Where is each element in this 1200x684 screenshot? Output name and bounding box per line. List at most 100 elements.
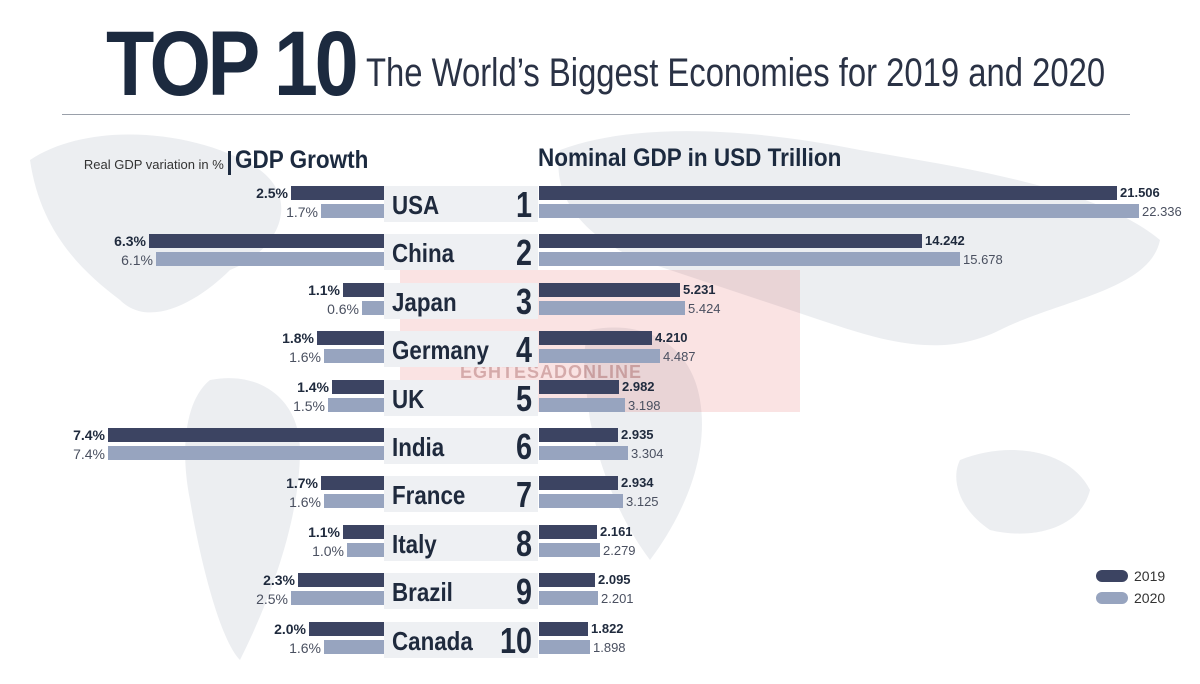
growth-value-2019: 1.1% bbox=[308, 523, 340, 540]
nominal-value-2019: 21.506 bbox=[1120, 185, 1160, 200]
chart-row-japan: 1.1% 0.6% Japan 3 5.231 5.424 bbox=[0, 280, 1200, 323]
rank-number: 7 bbox=[515, 474, 532, 516]
nominal-bar-2019 bbox=[539, 379, 619, 394]
country-label: USA bbox=[392, 190, 440, 220]
country-label: Italy bbox=[392, 528, 437, 559]
country-label: India bbox=[392, 432, 445, 462]
growth-value-2019: 2.3% bbox=[263, 572, 295, 589]
nominal-bar-2020 bbox=[539, 397, 625, 412]
nominal-value-2019: 5.231 bbox=[683, 281, 716, 297]
row-band bbox=[384, 331, 538, 368]
title-divider bbox=[62, 114, 1130, 115]
rank-number: 2 bbox=[515, 232, 532, 274]
nominal-value-2020: 22.336 bbox=[1142, 204, 1182, 219]
growth-bar-2019 bbox=[291, 186, 384, 200]
chart-row-france: 1.7% 1.6% France 7 2.934 3.125 bbox=[0, 476, 1200, 516]
nominal-value-2019: 2.982 bbox=[622, 378, 655, 394]
growth-bar-2020 bbox=[328, 397, 384, 412]
nominal-gdp-title: Nominal GDP in USD Trillion bbox=[538, 144, 842, 172]
row-band bbox=[384, 476, 538, 513]
chart-row-usa: 2.5% 1.7% USA 1 21.506 22.336 bbox=[0, 186, 1200, 226]
nominal-bar-2019 bbox=[539, 524, 597, 539]
legend-item-2020: 2020 bbox=[1096, 588, 1165, 608]
row-band bbox=[384, 621, 538, 658]
nominal-value-2019: 2.935 bbox=[621, 427, 654, 442]
row-band bbox=[384, 573, 538, 610]
nominal-value-2020: 3.198 bbox=[628, 397, 661, 413]
legend-label-2019: 2019 bbox=[1134, 568, 1166, 584]
growth-value-2019: 1.7% bbox=[286, 475, 318, 492]
nominal-bar-2019 bbox=[539, 428, 618, 442]
page-title: TOP 10 bbox=[106, 13, 359, 115]
row-band bbox=[384, 282, 538, 319]
growth-value-2020: 1.0% bbox=[312, 542, 344, 559]
growth-bar-2019 bbox=[332, 379, 384, 394]
chart-row-canada: 2.0% 1.6% Canada 10 1.822 1.898 bbox=[0, 619, 1200, 662]
growth-value-2020: 1.6% bbox=[289, 494, 321, 511]
row-band bbox=[384, 186, 538, 222]
chart-row-brazil: 2.3% 2.5% Brazil 9 2.095 2.201 bbox=[0, 573, 1200, 613]
growth-value-2020: 7.4% bbox=[73, 446, 105, 462]
growth-bar-2019 bbox=[298, 573, 384, 588]
rank-number: 4 bbox=[515, 329, 532, 371]
header-divider-bar bbox=[227, 151, 231, 175]
growth-bar-2019 bbox=[309, 621, 384, 636]
rank-number: 9 bbox=[515, 571, 532, 613]
rank-number: 6 bbox=[515, 426, 532, 467]
chart-row-italy: 1.1% 1.0% Italy 8 2.161 2.279 bbox=[0, 522, 1200, 565]
growth-value-2020: 1.6% bbox=[289, 349, 321, 366]
country-label: France bbox=[392, 480, 466, 511]
nominal-value-2019: 14.242 bbox=[925, 233, 965, 249]
growth-bar-2019 bbox=[343, 282, 384, 297]
nominal-bar-2019 bbox=[539, 476, 618, 491]
nominal-bar-2019 bbox=[539, 234, 922, 249]
nominal-bar-2020 bbox=[539, 300, 685, 315]
growth-bar-2020 bbox=[347, 542, 384, 557]
rank-number: 5 bbox=[515, 377, 532, 419]
nominal-value-2019: 2.934 bbox=[621, 475, 654, 491]
growth-bar-2019 bbox=[108, 428, 384, 442]
nominal-value-2019: 2.095 bbox=[598, 572, 631, 588]
nominal-bar-2020 bbox=[539, 446, 628, 460]
country-label: Japan bbox=[392, 286, 457, 317]
growth-bar-2019 bbox=[149, 234, 384, 249]
growth-value-2019: 2.0% bbox=[274, 620, 306, 637]
nominal-value-2019: 2.161 bbox=[600, 523, 633, 539]
growth-value-2019: 1.4% bbox=[297, 378, 329, 395]
legend-swatch-2019 bbox=[1096, 570, 1128, 582]
growth-bar-2020 bbox=[156, 252, 384, 267]
rank-number: 8 bbox=[515, 522, 532, 564]
chart-row-uk: 1.4% 1.5% UK 5 2.982 3.198 bbox=[0, 377, 1200, 420]
nominal-value-2019: 1.822 bbox=[591, 620, 624, 636]
nominal-value-2020: 3.125 bbox=[626, 494, 659, 510]
nominal-value-2020: 1.898 bbox=[593, 639, 626, 655]
country-label: Canada bbox=[392, 625, 473, 656]
nominal-value-2019: 4.210 bbox=[655, 330, 688, 346]
nominal-bar-2019 bbox=[539, 186, 1117, 200]
growth-bar-2019 bbox=[317, 331, 384, 346]
gdp-growth-title: GDP Growth bbox=[234, 146, 369, 174]
chart-row-india: 7.4% 7.4% India 6 2.935 3.304 bbox=[0, 428, 1200, 468]
row-band bbox=[384, 234, 538, 271]
country-label: UK bbox=[392, 383, 425, 414]
rank-number: 10 bbox=[499, 619, 532, 661]
legend-swatch-2020 bbox=[1096, 592, 1128, 604]
growth-value-2019: 6.3% bbox=[114, 233, 146, 250]
nominal-bar-2019 bbox=[539, 573, 595, 588]
gdp-growth-header: Real GDP variation in % GDP Growth bbox=[84, 146, 383, 175]
growth-bar-2019 bbox=[343, 524, 384, 539]
nominal-bar-2020 bbox=[539, 542, 600, 557]
gdp-growth-axis-note: Real GDP variation in % bbox=[83, 157, 224, 172]
rank-number: 1 bbox=[515, 184, 532, 225]
legend-item-2019: 2019 bbox=[1096, 566, 1165, 586]
growth-bar-2019 bbox=[321, 476, 384, 491]
growth-bar-2020 bbox=[321, 204, 384, 218]
nominal-value-2020: 2.279 bbox=[603, 542, 636, 558]
growth-value-2019: 1.1% bbox=[308, 281, 340, 298]
growth-bar-2020 bbox=[362, 300, 384, 315]
growth-bar-2020 bbox=[108, 446, 384, 460]
growth-bar-2020 bbox=[324, 494, 384, 509]
nominal-bar-2020 bbox=[539, 349, 660, 364]
chart-row-china: 6.3% 6.1% China 2 14.242 15.678 bbox=[0, 234, 1200, 274]
rank-number: 3 bbox=[515, 280, 532, 322]
